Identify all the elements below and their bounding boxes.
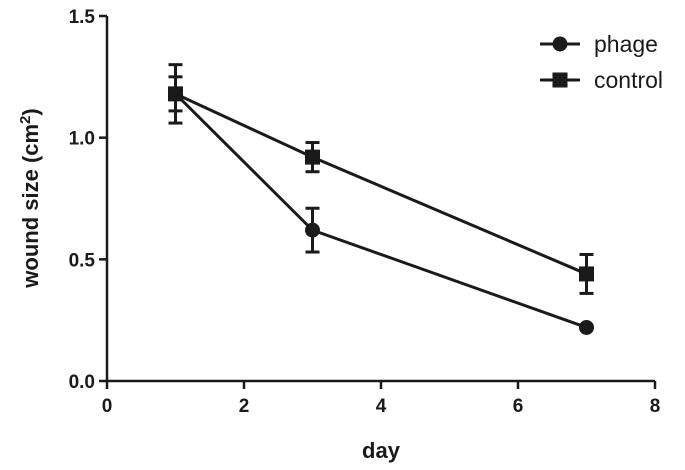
series-phage: [168, 63, 594, 335]
point-control-2: [579, 266, 594, 282]
legend-label-control: control: [594, 67, 663, 93]
point-control-0: [168, 86, 183, 102]
series-line-phage: [174, 92, 588, 329]
point-phage-2: [579, 319, 594, 335]
x-axis-title: day: [362, 438, 401, 463]
y-tick-label-2: 1.0: [69, 129, 95, 150]
x-tick-label-3: 6: [513, 396, 524, 417]
x-tick-label-1: 2: [239, 396, 250, 417]
point-phage-1: [305, 222, 320, 238]
x-tick-label-0: 0: [102, 396, 113, 417]
y-tick-label-0: 0.0: [69, 372, 95, 393]
legend-label-phage: phage: [594, 31, 658, 57]
legend-marker-control: [552, 72, 568, 88]
y-axis-title-suffix: ): [18, 108, 43, 115]
y-axis-title-superscript: 2: [17, 116, 34, 124]
legend: phage control: [540, 31, 663, 93]
x-tick-label-2: 4: [376, 396, 387, 417]
legend-marker-phage: [552, 36, 568, 52]
point-control-1: [305, 149, 320, 165]
series-line-control: [174, 92, 588, 276]
axes: [105, 16, 655, 383]
ticks: 0 2 4 6 8 0.0 0.5 1.0 1.5: [69, 7, 661, 417]
y-tick-label-3: 1.5: [69, 7, 96, 28]
y-axis-title-main: wound size (cm: [18, 124, 43, 289]
x-tick-label-4: 8: [650, 396, 661, 417]
series-layer: [168, 63, 594, 335]
y-tick-label-1: 0.5: [69, 250, 96, 271]
series-control: [168, 75, 594, 295]
y-axis-title: wound size (cm2): [17, 108, 44, 288]
